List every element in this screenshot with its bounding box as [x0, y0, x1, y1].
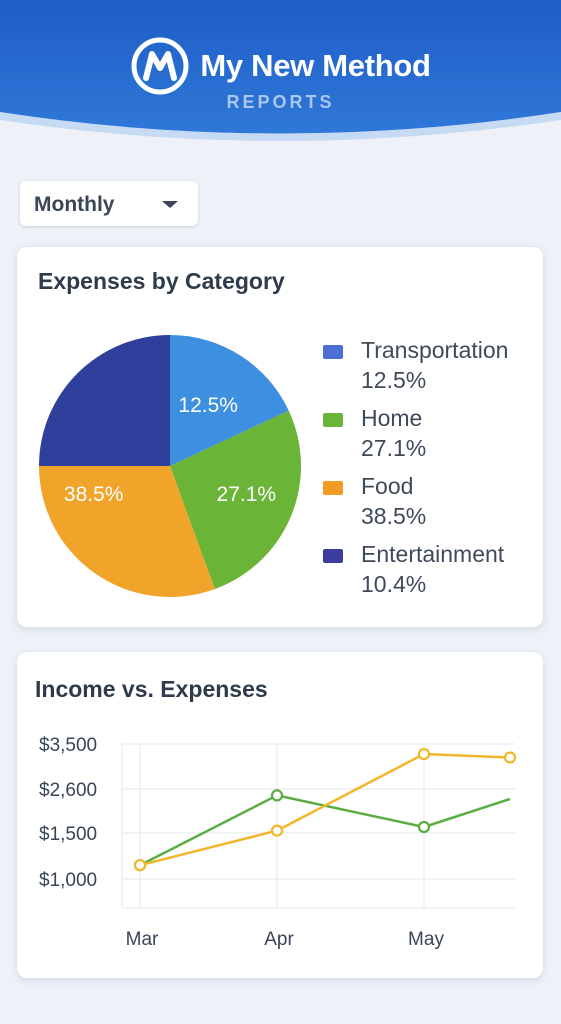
period-select-value: Monthly [34, 193, 115, 216]
y-tick-label: $1,500 [39, 824, 97, 845]
app-title: My New Method [200, 48, 431, 83]
y-tick-label: $2,600 [39, 780, 97, 801]
series-1-point [270, 789, 284, 802]
legend-percent: 38.5% [361, 503, 427, 529]
y-tick-label: $3,500 [39, 735, 97, 756]
pie-slice-food [39, 466, 215, 597]
legend-name: Transportation [361, 337, 509, 363]
chevron-down-icon [162, 201, 178, 208]
m-logo-icon [131, 37, 189, 95]
expenses-by-category-card: Expenses by Category 12.5% 27.1% 38.5% Tra… [17, 247, 543, 627]
expenses-pie-chart: 12.5% 27.1% 38.5% [39, 335, 302, 597]
legend-percent: 12.5% [361, 367, 427, 393]
header-background [0, 0, 561, 141]
pie-label-home: 27.1% [217, 483, 277, 506]
income-card-title: Income vs. Expenses [35, 676, 268, 702]
income-expenses-line-chart: $3,500 $2,600 $1,500 $1,000 Mar Apr May [39, 735, 517, 950]
pie-slice-transportation [170, 335, 289, 466]
legend-percent: 10.4% [361, 571, 427, 597]
y-tick-label: $1,000 [39, 870, 97, 891]
series-2-point [417, 747, 431, 761]
series-1-point [417, 820, 431, 834]
legend-name: Food [361, 473, 414, 499]
legend-percent: 27.1% [361, 435, 427, 461]
series-2-point [503, 751, 517, 764]
pie-label-transportation: 12.5% [178, 394, 238, 417]
x-tick-label: Mar [126, 929, 159, 950]
pie-label-food: 38.5% [64, 483, 124, 506]
income-vs-expenses-card: Income vs. Expenses $3,500 $2,600 $1,500 $1… [17, 652, 543, 978]
legend-swatch [323, 481, 343, 495]
app-header: My New Method REPORTS [0, 0, 561, 150]
series-line-2 [139, 752, 511, 867]
legend-swatch [323, 345, 343, 359]
pie-slice-entertainment [39, 335, 170, 466]
x-tick-label: May [408, 929, 444, 950]
legend-swatch [323, 413, 343, 427]
series-line-1 [139, 794, 511, 867]
legend-name: Entertainment [361, 541, 505, 567]
page-subtitle: REPORTS [226, 92, 335, 112]
legend-name: Home [361, 405, 423, 431]
period-select[interactable]: Monthly [20, 181, 198, 226]
expenses-card-title: Expenses by Category [38, 268, 285, 294]
x-tick-label: Apr [264, 929, 294, 950]
series-2-point [133, 859, 147, 872]
pie-slice-home [170, 410, 302, 590]
legend-swatch [323, 549, 343, 563]
series-2-point [270, 824, 284, 837]
